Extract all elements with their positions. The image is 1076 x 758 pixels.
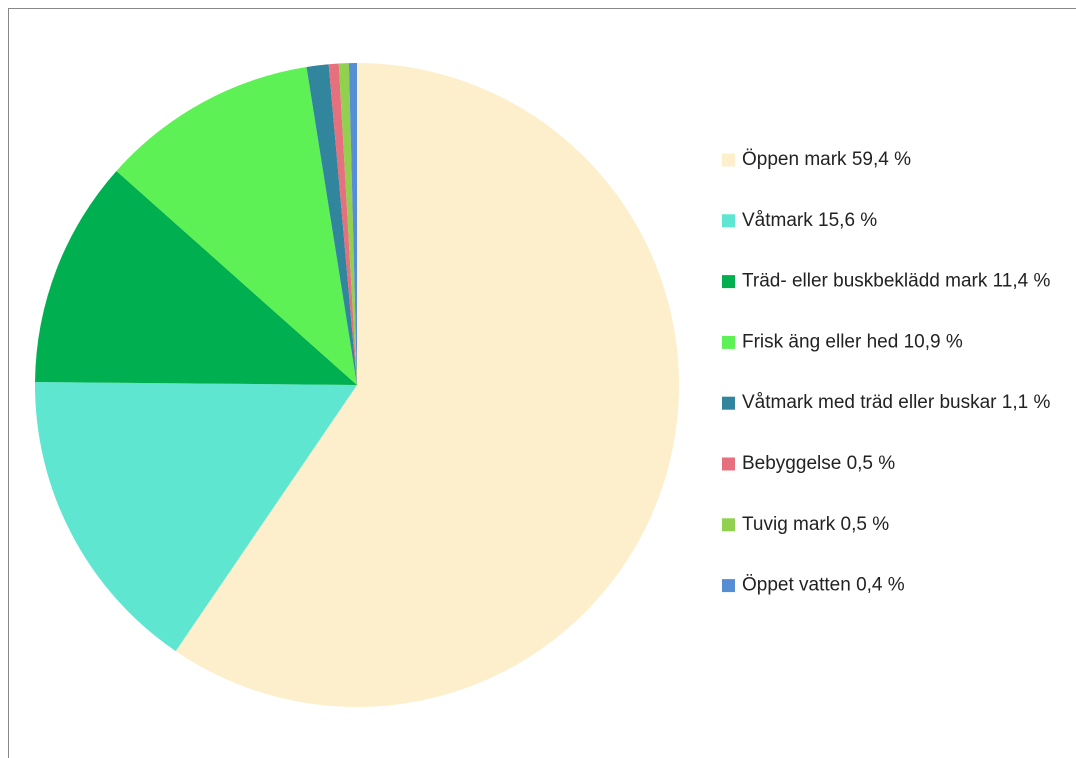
legend-swatch [722, 214, 735, 228]
legend-label: Träd- eller buskbeklädd mark 11,4 % [742, 271, 1050, 292]
legend-label: Öppet vatten 0,4 % [742, 575, 905, 596]
legend-value: 1,1 % [1002, 392, 1051, 413]
pie-slice [175, 63, 679, 707]
legend-swatch [722, 518, 735, 532]
legend-name: Öppen mark [742, 149, 847, 170]
legend-value: 59,4 % [852, 149, 911, 170]
pie-slice [348, 63, 357, 385]
legend-value: 0,5 % [847, 453, 896, 474]
legend-value: 15,6 % [818, 210, 877, 231]
pie-slice [34, 381, 357, 652]
pie-slice [35, 170, 358, 385]
legend-swatch [722, 275, 735, 289]
legend-name: Öppet vatten [742, 575, 851, 596]
pie-slice [116, 66, 357, 385]
pie-slice [338, 63, 357, 385]
legend-swatch [722, 335, 735, 349]
legend-label: Våtmark 15,6 % [742, 210, 877, 231]
legend-label: Tuvig mark 0,5 % [742, 514, 889, 535]
legend-name: Tuvig mark [742, 514, 836, 535]
legend-value: 11,4 % [993, 271, 1051, 292]
legend-swatch [722, 457, 735, 471]
legend-name: Träd- eller buskbeklädd mark [742, 271, 988, 292]
legend-value: 0,4 % [856, 575, 905, 596]
legend-value: 10,9 % [904, 331, 963, 352]
legend-value: 0,5 % [841, 514, 890, 535]
legend-label: Öppen mark 59,4 % [742, 149, 911, 170]
legend-name: Våtmark [742, 210, 813, 231]
pie-slice [328, 63, 357, 386]
legend-name: Våtmark med träd eller buskar [742, 392, 997, 413]
legend-swatch [722, 396, 735, 410]
legend-label: Våtmark med träd eller buskar 1,1 % [742, 392, 1050, 413]
pie-slice [306, 64, 357, 385]
legend-label: Frisk äng eller hed 10,9 % [742, 331, 963, 352]
legend-swatch [722, 579, 735, 593]
legend-name: Bebyggelse [742, 453, 841, 474]
legend-swatch [722, 153, 735, 167]
legend-label: Bebyggelse 0,5 % [742, 453, 895, 474]
legend-name: Frisk äng eller hed [742, 331, 898, 352]
